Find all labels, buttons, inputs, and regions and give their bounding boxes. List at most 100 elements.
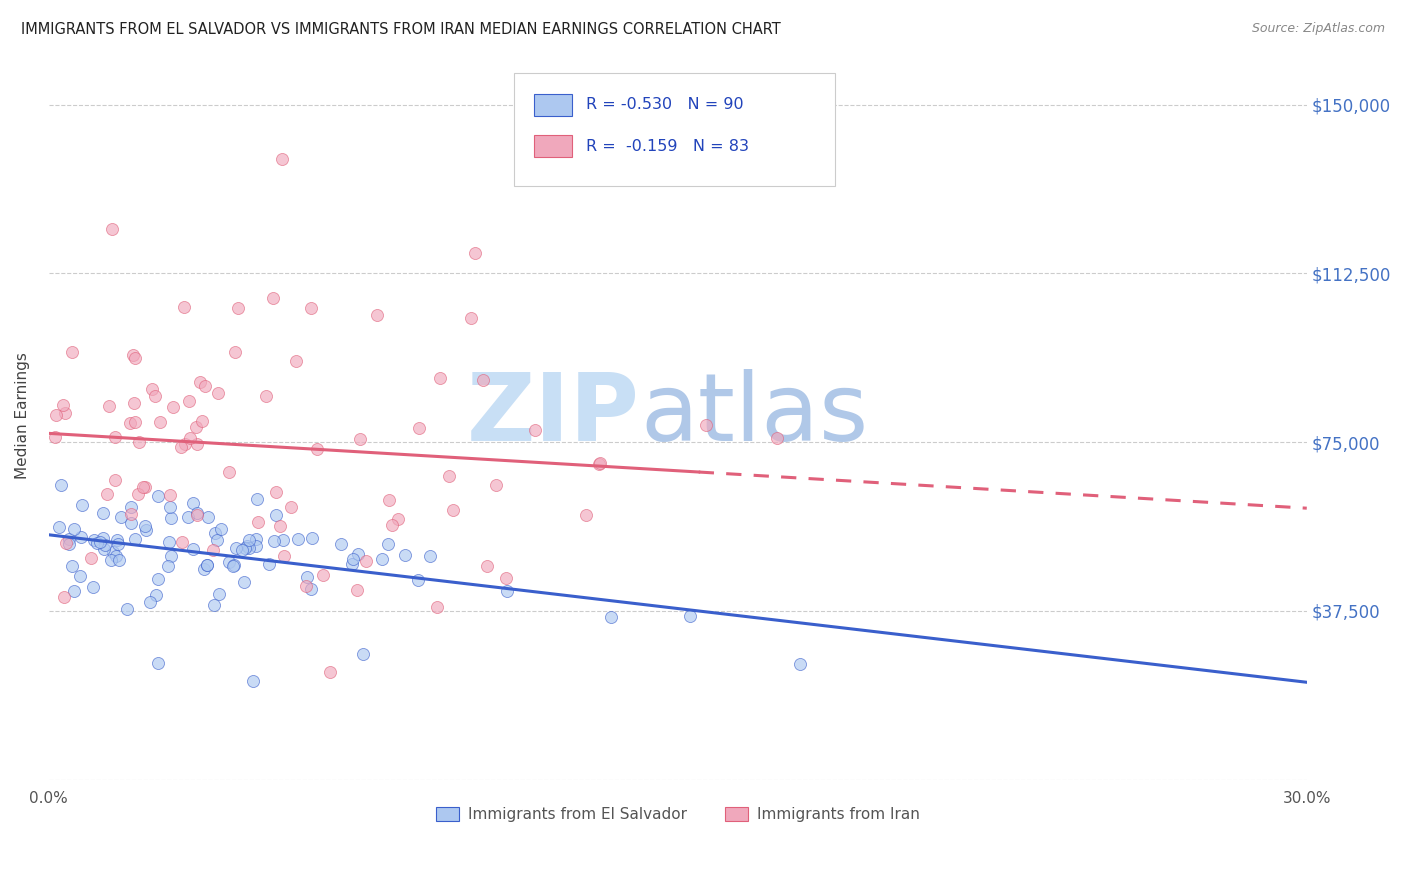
Text: R = -0.530   N = 90: R = -0.530 N = 90	[586, 97, 744, 112]
Point	[91, 506, 114, 520]
Point	[574, 508, 596, 523]
Point	[330, 537, 353, 551]
Point	[100, 553, 122, 567]
Point	[124, 351, 146, 365]
Point	[193, 562, 215, 576]
Point	[141, 382, 163, 396]
Point	[183, 496, 205, 510]
Point	[439, 468, 461, 483]
Point	[143, 389, 166, 403]
Point	[679, 608, 702, 623]
Point	[218, 466, 240, 480]
Point	[82, 580, 104, 594]
Point	[181, 542, 204, 557]
Point	[354, 554, 377, 568]
Point	[89, 535, 111, 549]
Point	[173, 437, 195, 451]
Point	[104, 473, 127, 487]
Point	[105, 549, 128, 563]
Point	[366, 308, 388, 322]
Point	[120, 417, 142, 431]
Point	[464, 245, 486, 260]
Point	[264, 485, 287, 500]
Point	[94, 538, 117, 552]
Point	[110, 510, 132, 524]
Point	[79, 550, 101, 565]
Point	[297, 570, 319, 584]
Point	[471, 372, 494, 386]
Point	[236, 539, 259, 553]
Point	[429, 371, 451, 385]
Point	[186, 420, 208, 434]
Point	[349, 432, 371, 446]
Point	[208, 586, 231, 600]
Point	[186, 506, 208, 520]
Point	[107, 536, 129, 550]
Point	[238, 541, 260, 555]
Point	[128, 435, 150, 450]
Point	[195, 558, 218, 572]
Point	[63, 584, 86, 599]
Point	[307, 442, 329, 456]
Point	[273, 549, 295, 563]
Text: R =  -0.159   N = 83: R = -0.159 N = 83	[586, 138, 749, 153]
Point	[179, 431, 201, 445]
Point	[419, 549, 441, 564]
Text: atlas: atlas	[640, 369, 869, 461]
Point	[58, 536, 80, 550]
Point	[588, 457, 610, 471]
Point	[177, 510, 200, 524]
Point	[53, 406, 76, 420]
Point	[495, 571, 517, 585]
Point	[149, 415, 172, 429]
Point	[485, 477, 508, 491]
Point	[159, 500, 181, 514]
Point	[101, 222, 124, 236]
Point	[53, 590, 76, 604]
Point	[207, 533, 229, 547]
Point	[135, 524, 157, 538]
Point	[222, 558, 245, 573]
Point	[186, 437, 208, 451]
Point	[269, 518, 291, 533]
Point	[380, 518, 402, 533]
Point	[177, 393, 200, 408]
Point	[224, 345, 246, 359]
Point	[201, 543, 224, 558]
Point	[225, 541, 247, 555]
Point	[347, 547, 370, 561]
Point	[159, 488, 181, 502]
Point	[202, 599, 225, 613]
Point	[299, 582, 322, 596]
Point	[58, 532, 80, 546]
Point	[262, 291, 284, 305]
Point	[96, 487, 118, 501]
Point	[60, 345, 83, 359]
Point	[157, 534, 180, 549]
Point	[475, 559, 498, 574]
Point	[588, 457, 610, 471]
Point	[263, 533, 285, 548]
Point	[48, 520, 70, 534]
Point	[188, 375, 211, 389]
Point	[91, 532, 114, 546]
Point	[207, 385, 229, 400]
Point	[156, 559, 179, 574]
Text: Source: ZipAtlas.com: Source: ZipAtlas.com	[1251, 22, 1385, 36]
Point	[233, 574, 256, 589]
Point	[60, 558, 83, 573]
Point	[287, 532, 309, 546]
Point	[245, 532, 267, 546]
Point	[146, 572, 169, 586]
Point	[134, 480, 156, 494]
Point	[70, 499, 93, 513]
Point	[45, 408, 67, 422]
Point	[115, 601, 138, 615]
Point	[280, 500, 302, 514]
Point	[162, 400, 184, 414]
Point	[195, 558, 218, 573]
Point	[245, 491, 267, 506]
Point	[394, 548, 416, 562]
Point	[370, 551, 392, 566]
Point	[69, 569, 91, 583]
